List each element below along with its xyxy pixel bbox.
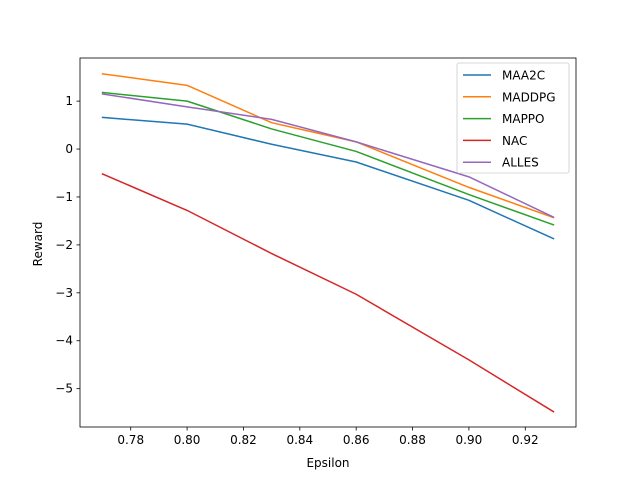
x-tick-label: 0.86	[343, 433, 370, 447]
x-tick-label: 0.82	[230, 433, 257, 447]
legend: MAA2C MADDPG MAPPO NAC ALLES	[456, 62, 570, 174]
legend-label-maddpg: MADDPG	[502, 90, 556, 104]
x-tick-label: 0.88	[399, 433, 426, 447]
series-line-nac	[101, 172, 555, 413]
axis-ticks: 0.78 0.80 0.82 0.84 0.86 0.88 0.90 0.92 1 0 −1 −2 −3…	[55, 94, 538, 447]
x-tick-label: 0.80	[174, 433, 201, 447]
x-tick-label: 0.92	[512, 433, 539, 447]
x-tick-label: 0.90	[456, 433, 483, 447]
y-axis-label: Reward	[31, 222, 45, 267]
y-tick-label: −3	[55, 286, 73, 300]
series-line-alles	[101, 93, 555, 219]
series-line-mappo	[101, 91, 555, 226]
y-tick-label: −5	[55, 382, 73, 396]
x-tick-label: 0.78	[117, 433, 144, 447]
y-tick-label: −4	[55, 334, 73, 348]
legend-label-maa2c: MAA2C	[502, 69, 545, 83]
y-tick-label: 1	[65, 94, 73, 108]
plot-area	[79, 57, 577, 428]
y-tick-label: −2	[55, 238, 73, 252]
legend-label-alles: ALLES	[502, 156, 539, 170]
legend-box	[456, 62, 570, 174]
x-tick-label: 0.84	[286, 433, 313, 447]
legend-label-nac: NAC	[502, 134, 527, 148]
y-tick-label: −1	[55, 190, 73, 204]
axes-frame	[79, 57, 577, 428]
y-tick-label: 0	[65, 142, 73, 156]
series-line-maa2c	[101, 116, 555, 240]
x-axis-label: Epsilon	[306, 456, 349, 470]
series-line-maddpg	[101, 72, 555, 219]
legend-label-mappo: MAPPO	[502, 112, 544, 126]
